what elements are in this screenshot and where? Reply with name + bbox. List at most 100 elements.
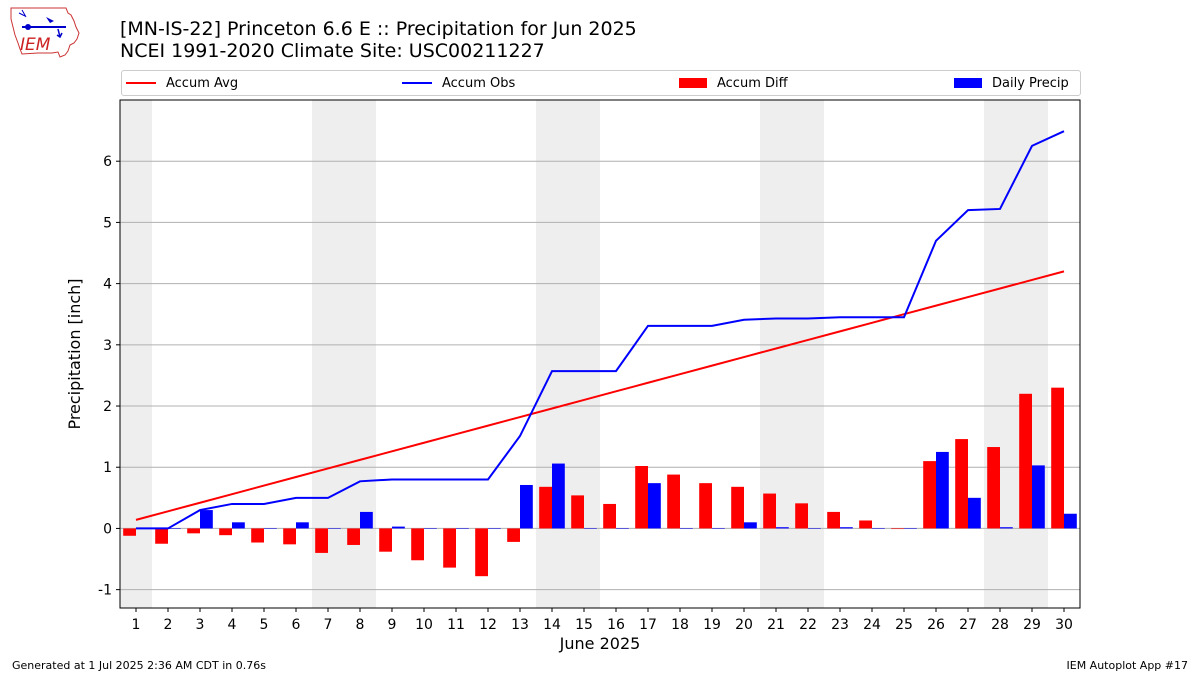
bar-daily-precip <box>552 463 565 529</box>
bar-daily-precip <box>200 510 213 529</box>
x-tick-label: 13 <box>511 617 529 633</box>
bar-daily-precip <box>904 528 917 529</box>
x-tick-label: 2 <box>164 617 173 633</box>
bar-daily-precip <box>776 527 789 529</box>
x-tick-label: 5 <box>260 617 269 633</box>
line-accum-avg <box>135 270 1065 521</box>
x-tick-label: 3 <box>196 617 205 633</box>
y-tick-label: 1 <box>103 460 112 476</box>
plot-frame <box>119 99 1081 609</box>
bar-accum-diff <box>315 528 328 553</box>
x-tick-label: 15 <box>575 617 593 633</box>
bar-daily-precip <box>712 528 725 529</box>
legend-label-accum-obs: Accum Obs <box>442 75 516 91</box>
bar-daily-precip <box>872 528 885 529</box>
x-tick-label: 4 <box>228 617 237 633</box>
bar-accum-diff <box>539 486 552 529</box>
legend-label-accum-diff: Accum Diff <box>717 75 788 91</box>
x-tick-label: 22 <box>799 617 817 633</box>
x-tick-label: 27 <box>959 617 977 633</box>
bar-accum-diff <box>859 520 872 529</box>
bar-accum-diff <box>923 461 936 529</box>
shaded-band-day-15 <box>568 100 600 608</box>
legend-item-accum-avg: Accum Avg <box>126 71 238 95</box>
bar-accum-diff <box>763 493 776 529</box>
shaded-band-day-28 <box>984 100 1016 608</box>
bar-accum-diff <box>699 483 712 529</box>
bar-daily-precip <box>968 497 981 529</box>
y-tick-label: 6 <box>103 154 112 170</box>
bar-accum-diff <box>827 511 840 529</box>
bar-daily-precip <box>1000 527 1013 529</box>
bar-daily-precip <box>296 522 309 529</box>
x-tick-label: 30 <box>1055 617 1073 633</box>
x-tick-label: 20 <box>735 617 753 633</box>
y-tick-label: 3 <box>103 338 112 354</box>
line-marks <box>135 130 1065 530</box>
x-tick-label: 29 <box>1023 617 1041 633</box>
bar-accum-diff <box>603 503 616 529</box>
x-tick-label: 26 <box>927 617 945 633</box>
bar-daily-precip <box>616 528 629 529</box>
bar-daily-precip <box>264 528 277 529</box>
bar-accum-diff <box>443 528 456 568</box>
x-tick-label: 11 <box>447 617 465 633</box>
chart-subtitle: NCEI 1991-2020 Climate Site: USC00211227 <box>120 40 545 62</box>
legend-item-accum-diff: Accum Diff <box>679 71 788 95</box>
bar-accum-diff <box>955 439 968 529</box>
bar-accum-diff <box>379 528 392 552</box>
shaded-band-day-29 <box>1016 100 1048 608</box>
y-tick-label: 4 <box>103 277 112 293</box>
bar-daily-precip <box>360 511 373 529</box>
bar-accum-diff <box>507 528 520 542</box>
bar-daily-precip <box>488 528 501 529</box>
bar-accum-diff <box>667 474 680 529</box>
legend-item-accum-obs: Accum Obs <box>402 71 515 95</box>
legend-item-daily-precip: Daily Precip <box>954 71 1069 95</box>
x-axis-label: June 2025 <box>559 634 641 653</box>
bar-accum-diff <box>123 528 136 536</box>
bar-daily-precip <box>584 528 597 529</box>
bar-daily-precip <box>744 522 757 529</box>
bar-accum-diff <box>1019 393 1032 529</box>
bar-daily-precip <box>328 528 341 529</box>
bar-accum-diff <box>571 495 584 529</box>
bar-daily-precip <box>648 483 661 529</box>
bar-marks <box>123 387 1077 577</box>
bar-daily-precip <box>392 526 405 529</box>
x-tick-label: 6 <box>292 617 301 633</box>
bar-accum-diff <box>795 503 808 529</box>
bar-accum-diff <box>1051 387 1064 529</box>
legend-swatch-accum-avg <box>126 82 156 84</box>
bar-accum-diff <box>219 528 232 536</box>
x-tick-label: 18 <box>671 617 689 633</box>
chart-legend: Accum Avg Accum Obs Accum Diff Daily Pre… <box>121 70 1081 96</box>
bar-accum-diff <box>347 528 360 545</box>
x-tick-label: 10 <box>415 617 433 633</box>
x-tick-label: 23 <box>831 617 849 633</box>
bar-daily-precip <box>808 528 821 529</box>
x-tick-label: 25 <box>895 617 913 633</box>
bar-daily-precip <box>840 527 853 529</box>
legend-label-daily-precip: Daily Precip <box>992 75 1069 91</box>
bar-accum-diff <box>731 486 744 529</box>
bar-daily-precip <box>456 528 469 529</box>
line-accum-obs <box>136 130 1065 530</box>
bar-daily-precip <box>424 528 437 529</box>
footer-generated: Generated at 1 Jul 2025 2:36 AM CDT in 0… <box>12 659 266 672</box>
x-tick-label: 1 <box>132 617 141 633</box>
x-tick-label: 9 <box>388 617 397 633</box>
shaded-band-day-7 <box>312 100 344 608</box>
legend-label-accum-avg: Accum Avg <box>166 75 239 91</box>
shaded-band-day-22 <box>792 100 824 608</box>
x-tick-label: 28 <box>991 617 1009 633</box>
legend-swatch-accum-obs <box>402 82 432 84</box>
x-tick-label: 8 <box>356 617 365 633</box>
grid-lines <box>120 160 1080 591</box>
footer-app: IEM Autoplot App #17 <box>1066 659 1189 672</box>
x-tick-label: 17 <box>639 617 657 633</box>
x-tick-label: 14 <box>543 617 561 633</box>
bar-accum-diff <box>891 528 904 530</box>
y-tick-label: 0 <box>103 521 112 537</box>
